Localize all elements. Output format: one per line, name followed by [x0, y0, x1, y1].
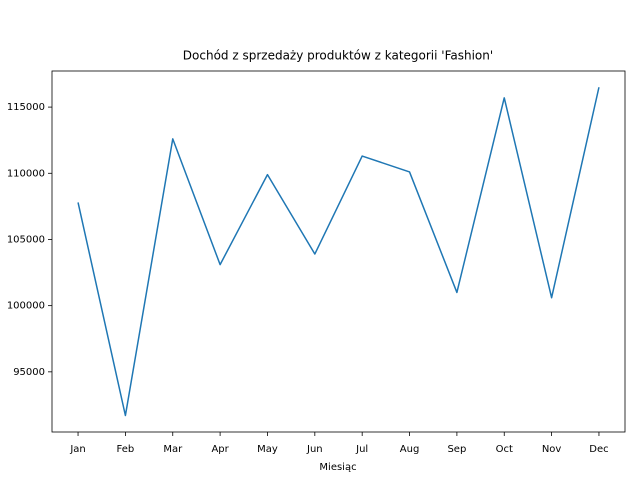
x-tick-label: Jun — [306, 444, 323, 455]
x-tick-label: Jan — [69, 444, 85, 455]
y-tick-label: 115000 — [7, 102, 45, 113]
y-tick-label: 105000 — [7, 234, 45, 245]
y-tick-label: 95000 — [13, 367, 45, 378]
chart-title: Dochód z sprzedaży produktów z kategorii… — [183, 49, 493, 63]
plot-frame — [51, 70, 626, 433]
x-tick-label: Mar — [163, 444, 183, 455]
x-tick-label: May — [257, 444, 278, 455]
x-tick-label: Sep — [447, 444, 466, 455]
x-tick-label: Feb — [117, 444, 135, 455]
x-tick-label: Oct — [496, 444, 513, 455]
x-tick-label: Aug — [400, 444, 420, 455]
x-tick-label: Apr — [211, 444, 229, 455]
y-tick-label: 110000 — [7, 168, 45, 179]
y-tick-label: 100000 — [7, 301, 45, 312]
line — [77, 87, 600, 417]
x-axis-label: Miesiąc — [319, 462, 356, 473]
x-tick-label: Dec — [589, 444, 608, 455]
x-tick-label: Nov — [542, 444, 562, 455]
x-tick-label: Jul — [355, 444, 368, 455]
